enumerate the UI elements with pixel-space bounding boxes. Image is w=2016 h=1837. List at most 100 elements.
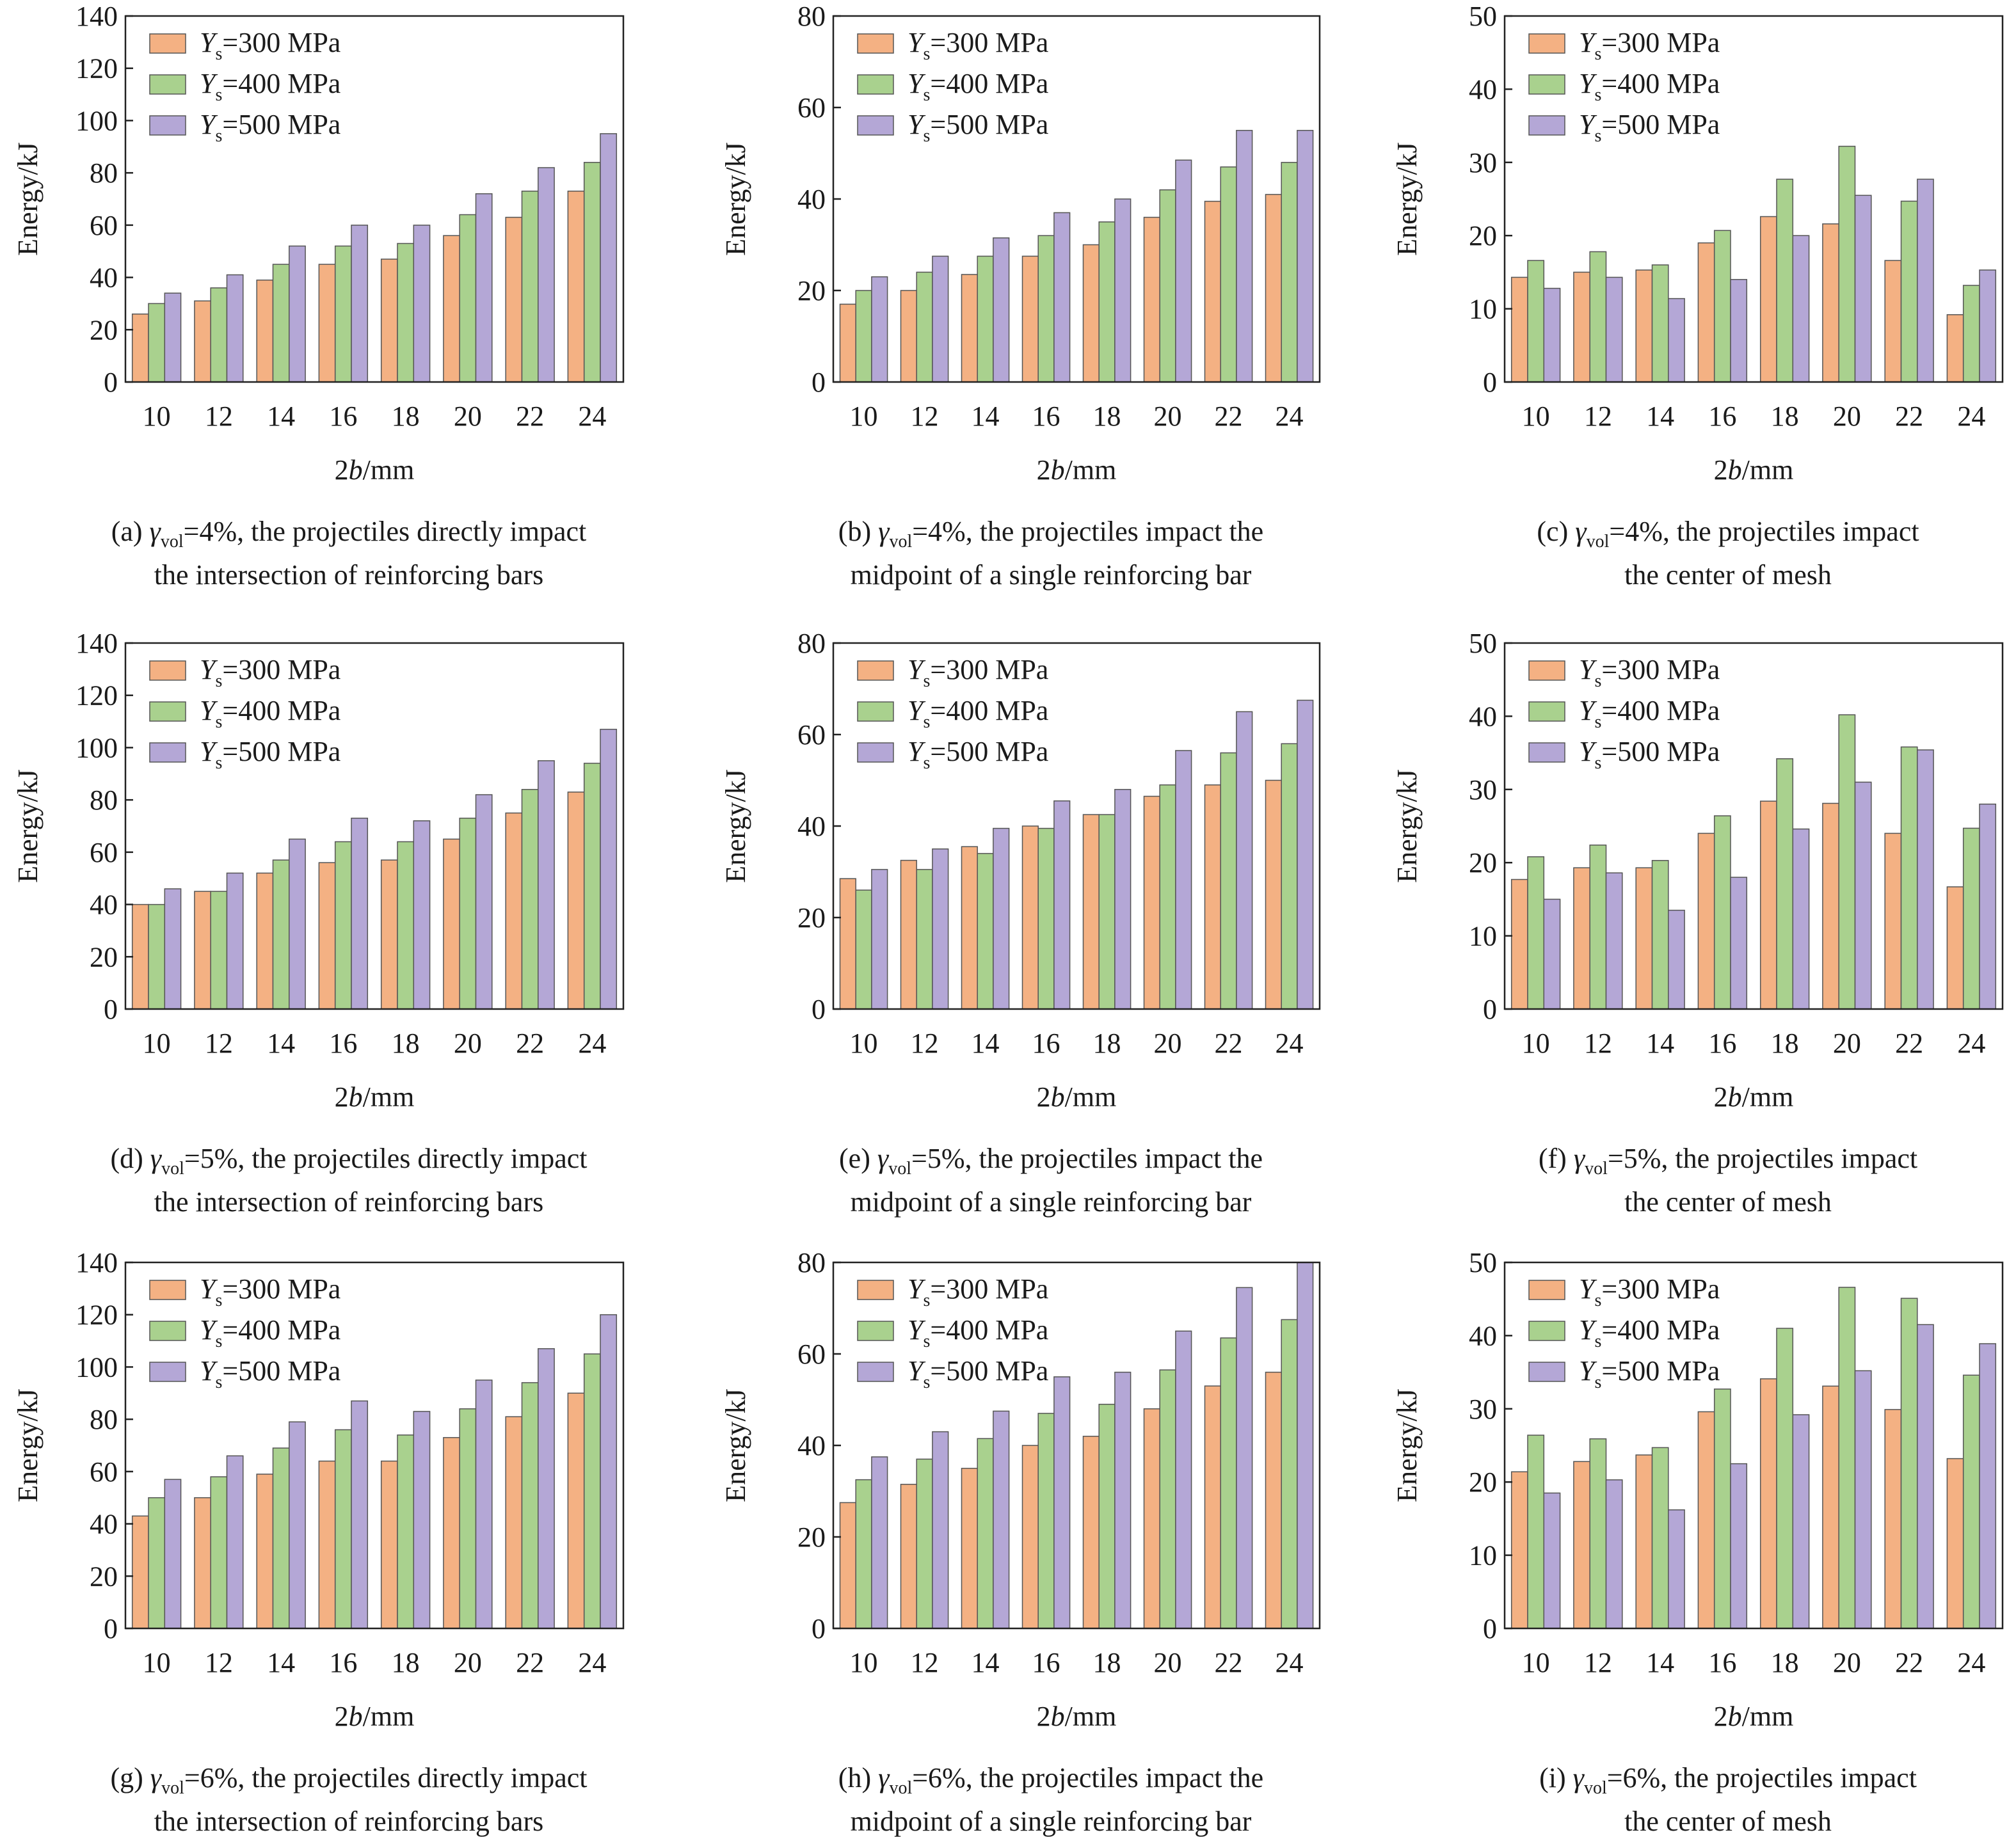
bar-f-s1-16 xyxy=(1697,832,1715,1010)
bar-f-s2-16 xyxy=(1713,815,1731,1010)
bar-g-s1-16 xyxy=(318,1460,336,1629)
y-tick-label: 50 xyxy=(1469,628,1497,659)
bar-i-s3-12 xyxy=(1605,1479,1623,1629)
bar-a-s3-24 xyxy=(600,133,618,383)
bar-c-s2-20 xyxy=(1838,145,1856,383)
bar-i-s2-14 xyxy=(1651,1447,1669,1629)
bar-i-s3-16 xyxy=(1730,1463,1748,1629)
bar-h-s2-18 xyxy=(1098,1403,1116,1629)
bar-i-s3-20 xyxy=(1854,1370,1872,1629)
bar-h-s3-16 xyxy=(1053,1376,1071,1629)
x-tick-label: 16 xyxy=(1032,401,1060,432)
y-tick-label: 0 xyxy=(812,994,826,1025)
bar-a-s1-10 xyxy=(131,314,149,383)
y-axis-label: Energy/kJ xyxy=(1391,769,1423,883)
bar-d-s3-12 xyxy=(226,872,244,1010)
bar-b-s2-18 xyxy=(1098,221,1116,383)
caption-line-2: the intersection of reinforcing bars xyxy=(154,1806,543,1837)
bar-g-s3-22 xyxy=(538,1348,555,1629)
legend-label-3: Ys=500 MPa xyxy=(200,109,340,146)
bar-c-s3-20 xyxy=(1854,195,1872,383)
y-tick-label: 100 xyxy=(76,732,118,763)
y-axis-label: Energy/kJ xyxy=(12,142,44,256)
y-tick-label: 50 xyxy=(1469,1247,1497,1278)
chart-panel-d: 0 20 40 60 80 100 120 140 10 12 14 16 18 20 22 24 Energy… xyxy=(12,628,625,1218)
bar-b-s2-10 xyxy=(855,290,872,383)
y-tick-label: 40 xyxy=(797,1430,826,1461)
legend-label-2: Ys=400 MPa xyxy=(908,695,1048,732)
bar-f-s1-14 xyxy=(1635,867,1653,1010)
bar-h-s1-22 xyxy=(1204,1385,1221,1629)
bar-d-s2-16 xyxy=(334,841,352,1010)
bar-e-s2-20 xyxy=(1159,784,1176,1010)
bar-h-s3-22 xyxy=(1236,1287,1253,1629)
bar-i-s1-12 xyxy=(1573,1461,1590,1629)
bar-f-s2-18 xyxy=(1776,758,1794,1010)
bar-i-s3-10 xyxy=(1543,1492,1561,1629)
caption-line-1: (g) γvol=6%, the projectiles directly im… xyxy=(110,1762,587,1798)
bar-c-s2-12 xyxy=(1589,251,1607,383)
legend-swatch-1 xyxy=(1528,33,1565,54)
bar-f-s2-20 xyxy=(1838,714,1856,1010)
chart-panel-h: 0 20 40 60 80 10 12 14 16 18 20 22 24 Energy/kJ 2b/mm Y… xyxy=(720,1247,1321,1837)
bar-h-s2-14 xyxy=(977,1438,994,1629)
bar-g-s2-14 xyxy=(272,1447,290,1629)
chart-panel-a: 0 20 40 60 80 100 120 140 10 12 14 16 18 20 22 24 Energy… xyxy=(12,1,625,591)
bar-i-s3-18 xyxy=(1792,1414,1810,1629)
x-tick-label: 12 xyxy=(205,401,233,432)
x-tick-label: 14 xyxy=(1646,1647,1674,1678)
legend-swatch-2 xyxy=(1528,74,1565,95)
bar-b-s2-12 xyxy=(916,271,933,383)
bar-b-s2-14 xyxy=(977,255,994,383)
bar-i-s1-24 xyxy=(1946,1458,1964,1629)
legend-swatch-3 xyxy=(1528,1362,1565,1382)
y-tick-label: 10 xyxy=(1469,921,1497,952)
bar-b-s1-24 xyxy=(1265,194,1282,383)
caption-line-2: the center of mesh xyxy=(1624,559,1832,591)
bar-i-s1-10 xyxy=(1510,1471,1528,1629)
bar-f-s1-12 xyxy=(1573,867,1590,1010)
x-tick-label: 22 xyxy=(1895,1028,1923,1059)
legend-label-1: Ys=300 MPa xyxy=(908,27,1048,64)
legend-label-2: Ys=400 MPa xyxy=(200,68,340,105)
bar-b-s1-22 xyxy=(1204,200,1221,383)
bar-b-s3-22 xyxy=(1236,130,1253,383)
x-axis-label: 2b/mm xyxy=(1037,454,1117,486)
x-tick-label: 16 xyxy=(1708,1028,1736,1059)
x-tick-label: 20 xyxy=(1833,401,1861,432)
bar-g-s1-20 xyxy=(443,1436,460,1629)
x-tick-label: 12 xyxy=(205,1028,233,1059)
y-tick-label: 20 xyxy=(90,941,118,973)
bar-h-s1-18 xyxy=(1082,1435,1100,1629)
x-tick-label: 10 xyxy=(143,1647,171,1678)
y-tick-label: 20 xyxy=(1469,847,1497,879)
bar-a-s2-14 xyxy=(272,264,290,383)
bar-i-s1-22 xyxy=(1884,1409,1902,1629)
y-tick-label: 30 xyxy=(1469,1394,1497,1425)
x-tick-label: 12 xyxy=(911,1647,939,1678)
bar-h-s1-14 xyxy=(961,1468,978,1629)
bar-b-s3-16 xyxy=(1053,212,1071,383)
legend-label-1: Ys=300 MPa xyxy=(1579,27,1720,64)
x-axis-label: 2b/mm xyxy=(335,1081,415,1113)
x-tick-label: 20 xyxy=(1154,1028,1182,1059)
x-tick-label: 16 xyxy=(1708,1647,1736,1678)
bar-f-s3-16 xyxy=(1730,877,1748,1010)
bar-h-s3-20 xyxy=(1175,1330,1192,1629)
bar-i-s1-14 xyxy=(1635,1454,1653,1629)
x-tick-label: 22 xyxy=(1215,401,1243,432)
y-tick-label: 60 xyxy=(90,1456,118,1488)
legend-swatch-1 xyxy=(149,33,186,54)
y-tick-label: 140 xyxy=(76,1,118,32)
bar-e-s1-10 xyxy=(839,878,856,1010)
bar-h-s2-10 xyxy=(855,1479,872,1629)
x-tick-label: 14 xyxy=(267,1647,295,1678)
bar-g-s2-12 xyxy=(210,1476,228,1629)
bar-c-s2-18 xyxy=(1776,179,1794,383)
bar-c-s3-10 xyxy=(1543,287,1561,383)
bar-d-s1-16 xyxy=(318,862,336,1010)
legend-label-3: Ys=500 MPa xyxy=(908,1355,1048,1392)
bar-a-s1-24 xyxy=(567,190,585,383)
bar-i-s2-16 xyxy=(1713,1388,1731,1629)
bar-b-s2-16 xyxy=(1037,235,1055,383)
